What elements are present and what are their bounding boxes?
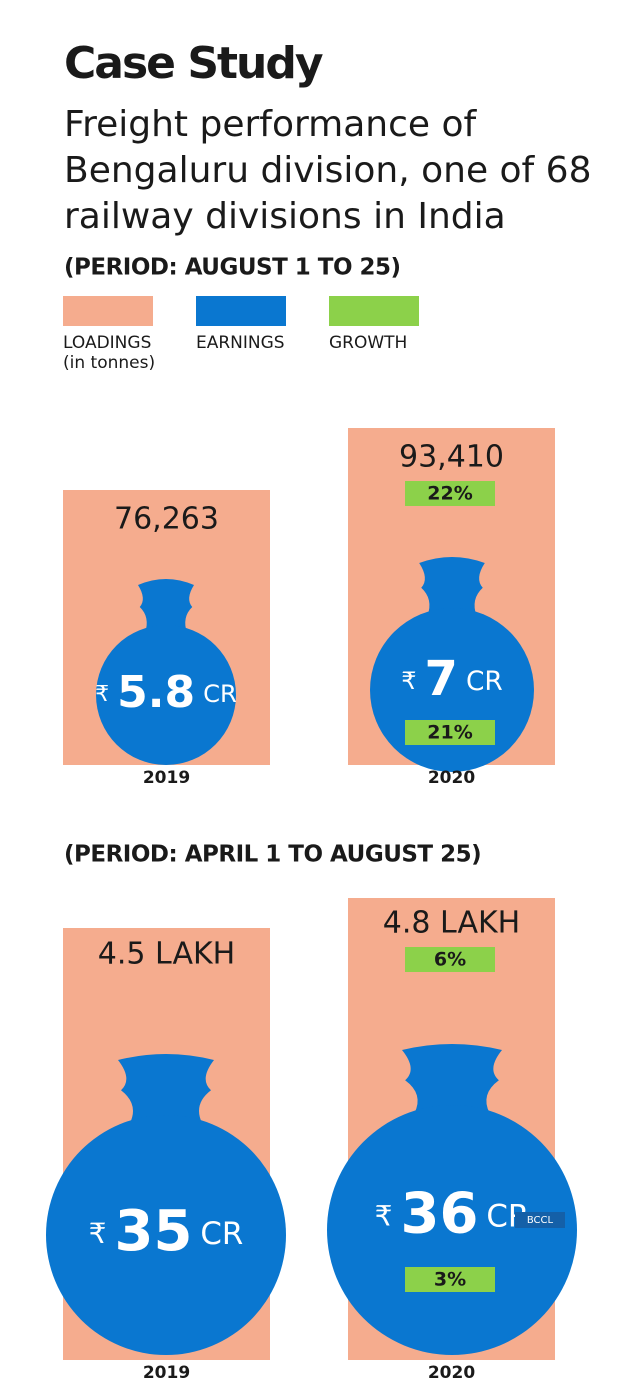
bag: [327, 1105, 577, 1355]
earnings-currency: ₹: [89, 1217, 107, 1250]
earnings-value: ₹5.8 CR: [95, 667, 237, 718]
earnings-currency: ₹: [401, 667, 416, 695]
legend-label: EARNINGS: [196, 333, 285, 353]
title: Case Study: [64, 38, 323, 89]
subtitle: Bengaluru division, one of 68: [64, 150, 591, 191]
loading-value: 76,263: [114, 502, 219, 537]
credit-box: [515, 1212, 565, 1228]
growth-value: 6%: [434, 949, 466, 971]
credit: BCCL: [527, 1215, 554, 1226]
growth-value: 21%: [427, 722, 472, 744]
earnings-currency: ₹: [375, 1200, 393, 1233]
earnings-amount: 36: [400, 1182, 478, 1247]
bag: [46, 1115, 286, 1355]
legend-label: LOADINGS: [63, 333, 151, 353]
year-label: 2019: [143, 1363, 190, 1383]
loading-value: 4.5 LAKH: [98, 937, 235, 972]
earnings-unit: CR: [466, 665, 503, 696]
subtitle: railway divisions in India: [64, 196, 506, 237]
growth-box: [405, 720, 495, 745]
loading-value: 93,410: [399, 440, 504, 475]
earnings-amount: 7: [425, 651, 458, 707]
earnings-value: ₹35 CR: [89, 1199, 244, 1264]
growth-box: [405, 947, 495, 972]
loading-value: 4.8 LAKH: [383, 906, 520, 941]
legend-note: (in tonnes): [63, 353, 155, 373]
bag-neck: [419, 557, 485, 616]
bag-neck: [402, 1044, 502, 1113]
subtitle: Freight performance of: [64, 104, 477, 145]
bag-neck: [118, 1054, 214, 1123]
legend-swatch: [329, 296, 419, 326]
growth-box: [405, 1267, 495, 1292]
year-label: 2020: [428, 768, 475, 788]
earnings-currency: ₹: [95, 682, 109, 707]
earnings-unit: CR: [203, 680, 237, 708]
earnings-amount: 35: [114, 1199, 192, 1264]
period-label: (PERIOD: AUGUST 1 TO 25): [64, 255, 401, 281]
growth-box: [405, 481, 495, 506]
legend-swatch: [196, 296, 286, 326]
earnings-unit: CR: [200, 1216, 243, 1252]
earnings-value: ₹7 CR: [401, 651, 502, 707]
growth-value: 22%: [427, 483, 472, 505]
legend-swatch: [63, 296, 153, 326]
bag: [96, 625, 236, 765]
period-label: (PERIOD: APRIL 1 TO AUGUST 25): [64, 842, 481, 868]
legend-label: GROWTH: [329, 333, 407, 353]
earnings-amount: 5.8: [117, 667, 195, 718]
growth-value: 3%: [434, 1269, 466, 1291]
bag-neck: [138, 579, 194, 633]
year-label: 2019: [143, 768, 190, 788]
year-label: 2020: [428, 1363, 475, 1383]
